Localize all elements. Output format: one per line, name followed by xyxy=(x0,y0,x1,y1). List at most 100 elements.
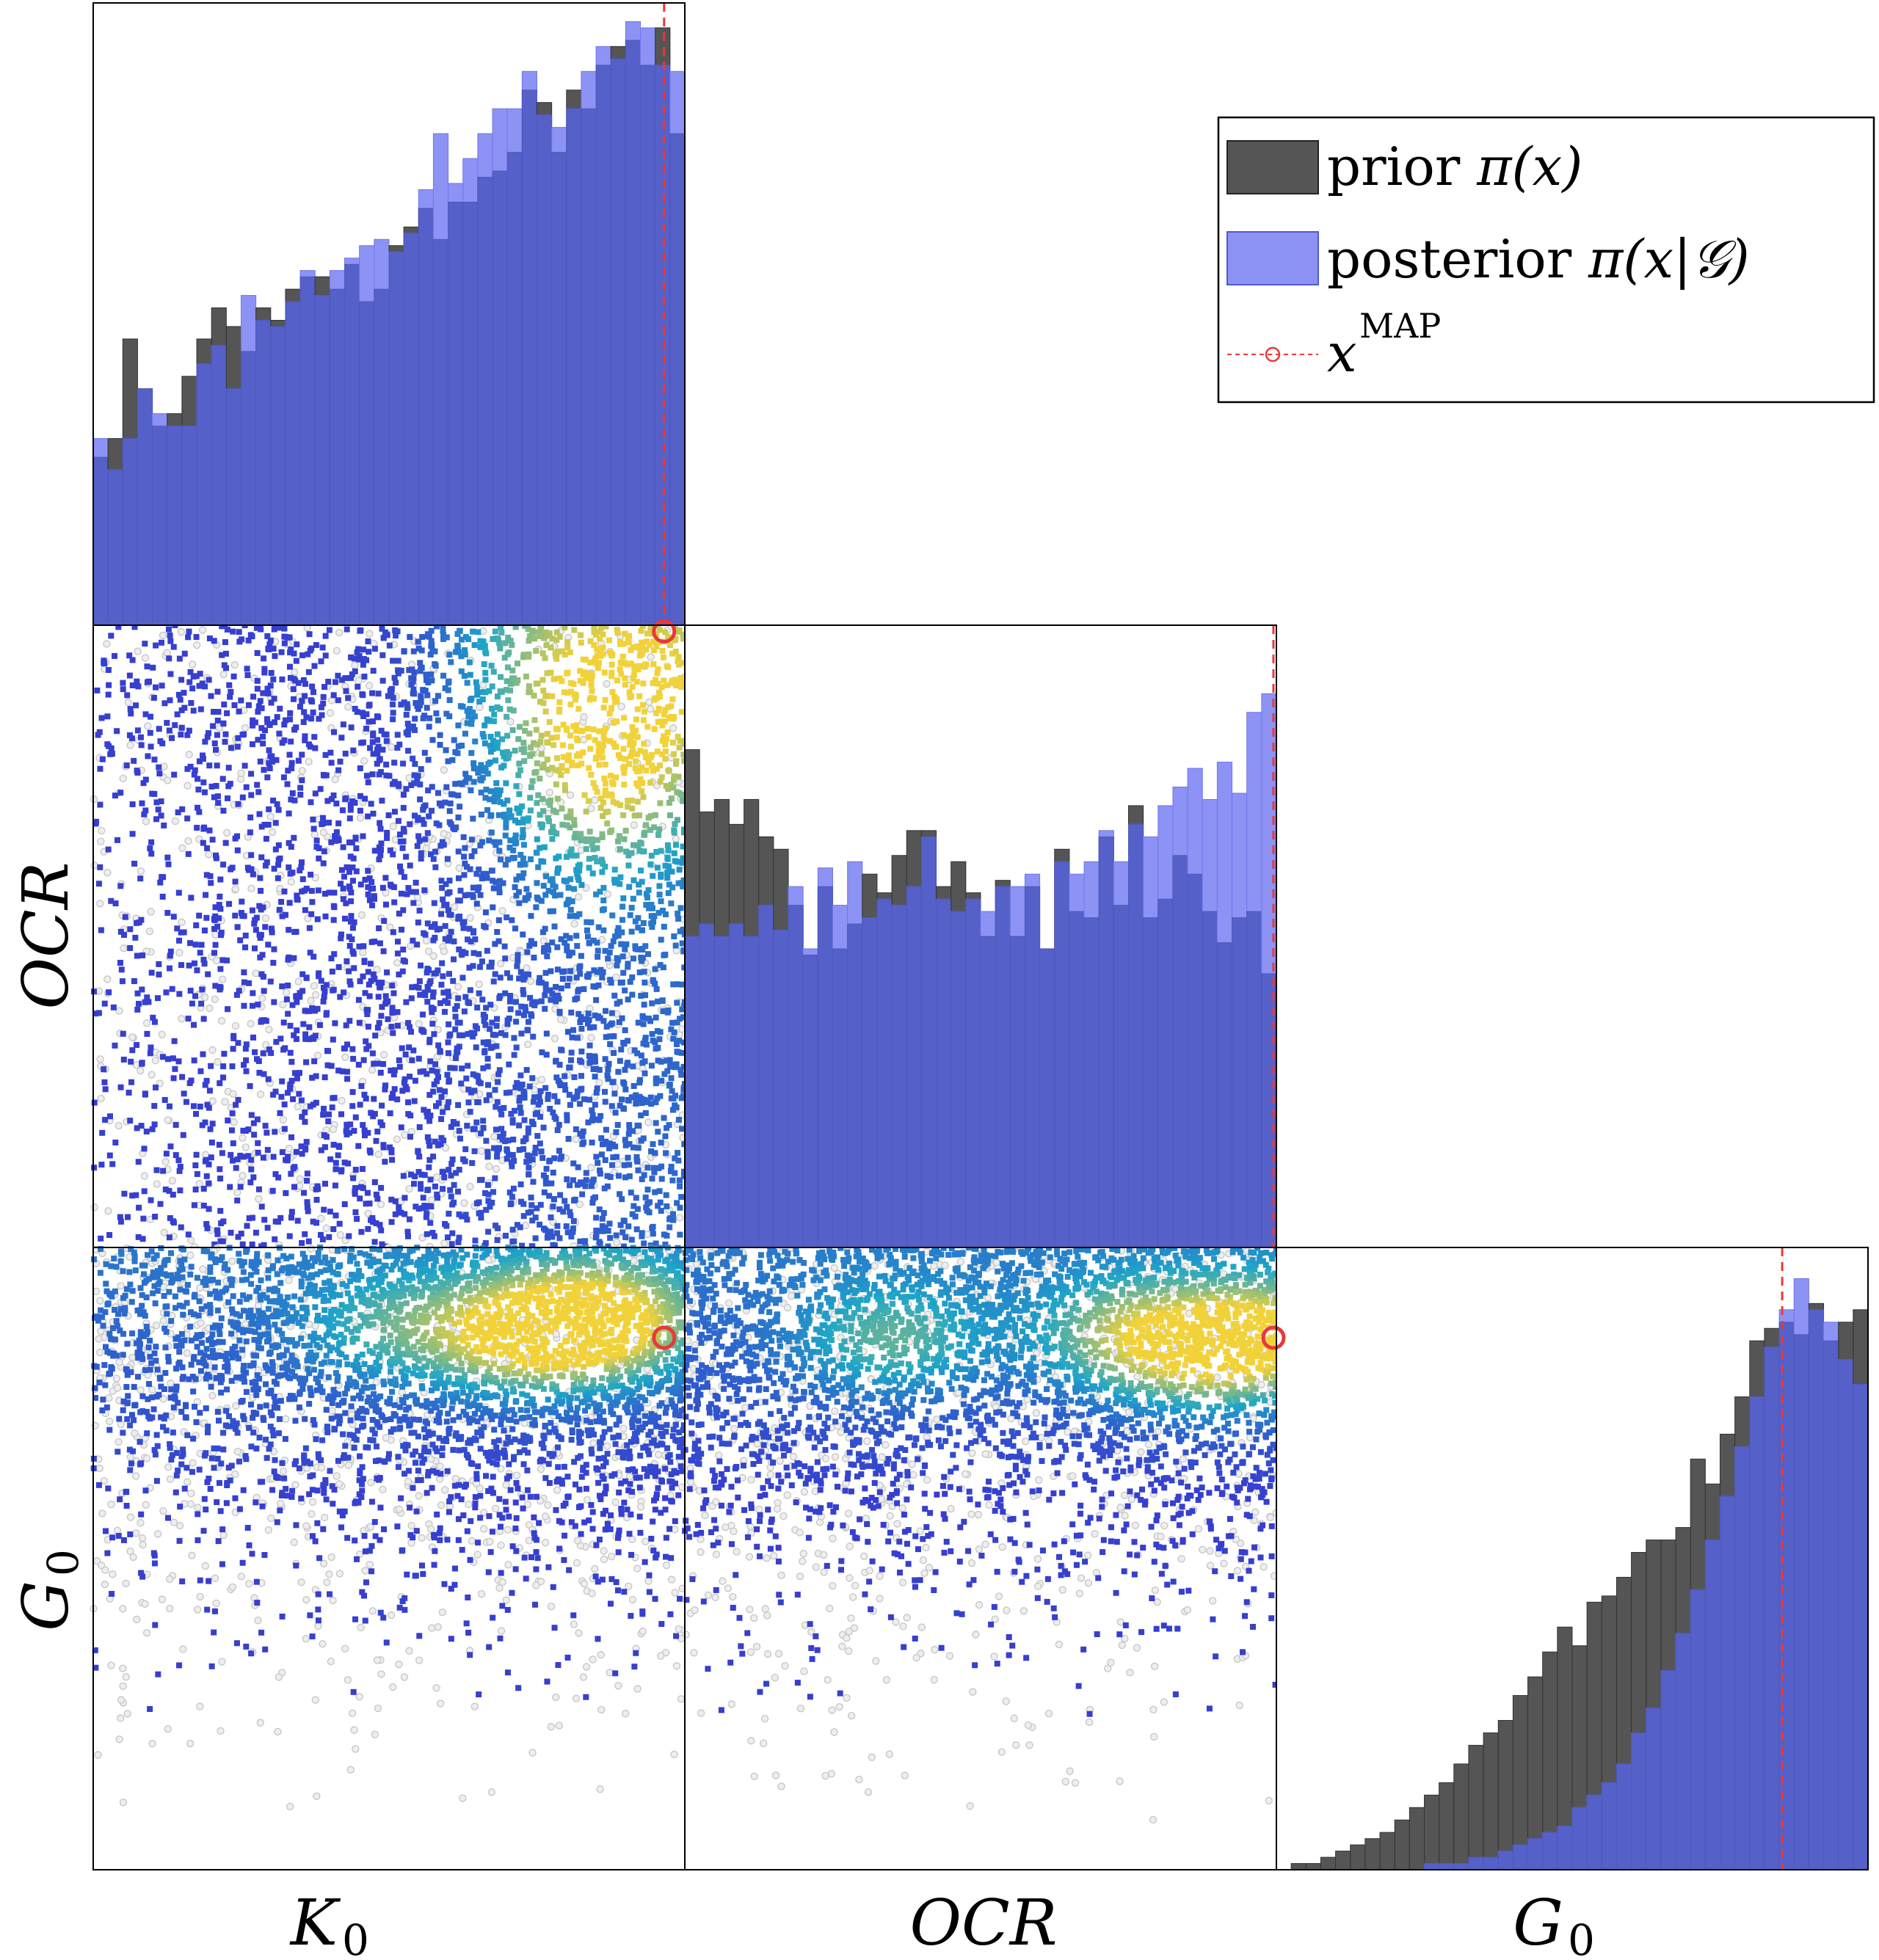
posterior-sample xyxy=(456,1211,462,1217)
posterior-sample xyxy=(167,948,174,955)
posterior-sample xyxy=(636,693,643,699)
posterior-sample xyxy=(238,1231,244,1237)
rejected-sample xyxy=(101,1581,109,1589)
posterior-sample xyxy=(533,768,539,775)
posterior-sample xyxy=(274,801,280,807)
posterior-sample xyxy=(526,683,532,690)
posterior-sample xyxy=(652,1189,658,1195)
posterior-sample xyxy=(135,683,142,690)
posterior-sample xyxy=(660,1008,666,1015)
posterior-sample xyxy=(568,1049,575,1056)
posterior-sample xyxy=(281,888,288,895)
posterior-sample xyxy=(519,1081,526,1088)
posterior-sample xyxy=(564,1203,570,1210)
posterior-sample xyxy=(265,941,272,948)
posterior-sample xyxy=(128,1079,135,1085)
posterior-sample xyxy=(287,674,294,681)
posterior-sample xyxy=(509,675,515,682)
posterior-sample xyxy=(197,950,203,956)
posterior-sample xyxy=(321,988,328,995)
posterior-sample xyxy=(342,1045,349,1052)
posterior-sample xyxy=(426,1156,433,1163)
posterior-sample xyxy=(512,884,518,890)
posterior-sample xyxy=(620,732,627,738)
posterior-sample xyxy=(670,981,677,988)
posterior-sample xyxy=(516,760,523,767)
posterior-sample xyxy=(493,1032,499,1038)
posterior-sample xyxy=(110,1004,117,1010)
posterior-sample xyxy=(366,702,373,708)
posterior-sample xyxy=(207,872,214,879)
posterior-sample xyxy=(510,1185,517,1192)
posterior-sample xyxy=(669,1019,676,1026)
posterior-sample xyxy=(349,878,356,884)
posterior-sample xyxy=(120,1030,126,1037)
rejected-sample xyxy=(415,1656,424,1664)
posterior-sample xyxy=(132,934,139,941)
posterior-sample xyxy=(205,971,211,977)
posterior-sample xyxy=(657,1093,664,1099)
rejected-sample xyxy=(498,906,506,915)
posterior-sample xyxy=(200,1202,207,1209)
posterior-sample xyxy=(456,1234,462,1241)
posterior-sample xyxy=(257,758,264,765)
posterior-sample xyxy=(607,1041,614,1047)
posterior-sample xyxy=(544,953,550,960)
posterior-sample xyxy=(606,710,613,717)
posterior-sample xyxy=(440,896,446,903)
rejected-sample xyxy=(310,982,319,990)
posterior-sample xyxy=(451,1065,458,1071)
posterior-sample xyxy=(254,649,261,656)
posterior-sample xyxy=(151,1103,158,1110)
posterior-sample xyxy=(441,1088,448,1095)
posterior-sample xyxy=(391,759,398,766)
posterior-sample xyxy=(177,1187,183,1194)
posterior-sample xyxy=(355,997,362,1003)
posterior-sample xyxy=(155,806,161,813)
posterior-sample xyxy=(161,700,168,707)
posterior-sample xyxy=(272,1088,279,1095)
posterior-sample xyxy=(95,732,101,738)
posterior-sample xyxy=(153,1084,159,1090)
posterior-sample xyxy=(341,873,347,880)
posterior-sample xyxy=(281,721,288,728)
posterior-sample xyxy=(296,1070,302,1076)
posterior-sample xyxy=(235,1096,241,1103)
posterior-sample xyxy=(264,1225,271,1231)
posterior-sample xyxy=(320,820,327,827)
posterior-sample xyxy=(166,1234,172,1241)
posterior-sample xyxy=(148,713,154,720)
posterior-sample xyxy=(214,923,221,930)
rejected-sample xyxy=(335,1570,344,1578)
posterior-sample xyxy=(452,1026,459,1032)
posterior-sample xyxy=(514,660,520,667)
posterior-sample xyxy=(476,699,483,705)
posterior-sample xyxy=(422,931,429,938)
posterior-sample xyxy=(299,876,306,883)
posterior-sample xyxy=(589,688,595,694)
posterior-sample xyxy=(246,1215,252,1222)
posterior-sample xyxy=(135,1234,142,1240)
rejected-sample xyxy=(134,647,142,655)
posterior-sample xyxy=(495,917,502,924)
posterior-sample xyxy=(544,731,550,737)
posterior-sample xyxy=(669,650,676,657)
posterior-sample xyxy=(220,807,227,814)
rejected-sample xyxy=(123,1710,131,1718)
posterior-sample xyxy=(541,635,548,641)
rejected-sample xyxy=(287,878,296,886)
posterior-sample xyxy=(185,1231,192,1238)
posterior-sample xyxy=(489,1199,495,1206)
posterior-sample xyxy=(426,1118,433,1124)
rejected-sample xyxy=(239,1171,247,1180)
posterior-sample xyxy=(620,641,627,647)
posterior-sample xyxy=(591,1058,597,1065)
posterior-sample xyxy=(151,1019,158,1025)
posterior-sample xyxy=(248,1112,255,1118)
posterior-sample xyxy=(509,1194,515,1201)
posterior-sample xyxy=(138,742,145,748)
posterior-sample xyxy=(509,855,516,861)
posterior-sample xyxy=(655,639,661,646)
posterior-sample xyxy=(521,758,528,765)
posterior-sample xyxy=(374,1024,381,1031)
